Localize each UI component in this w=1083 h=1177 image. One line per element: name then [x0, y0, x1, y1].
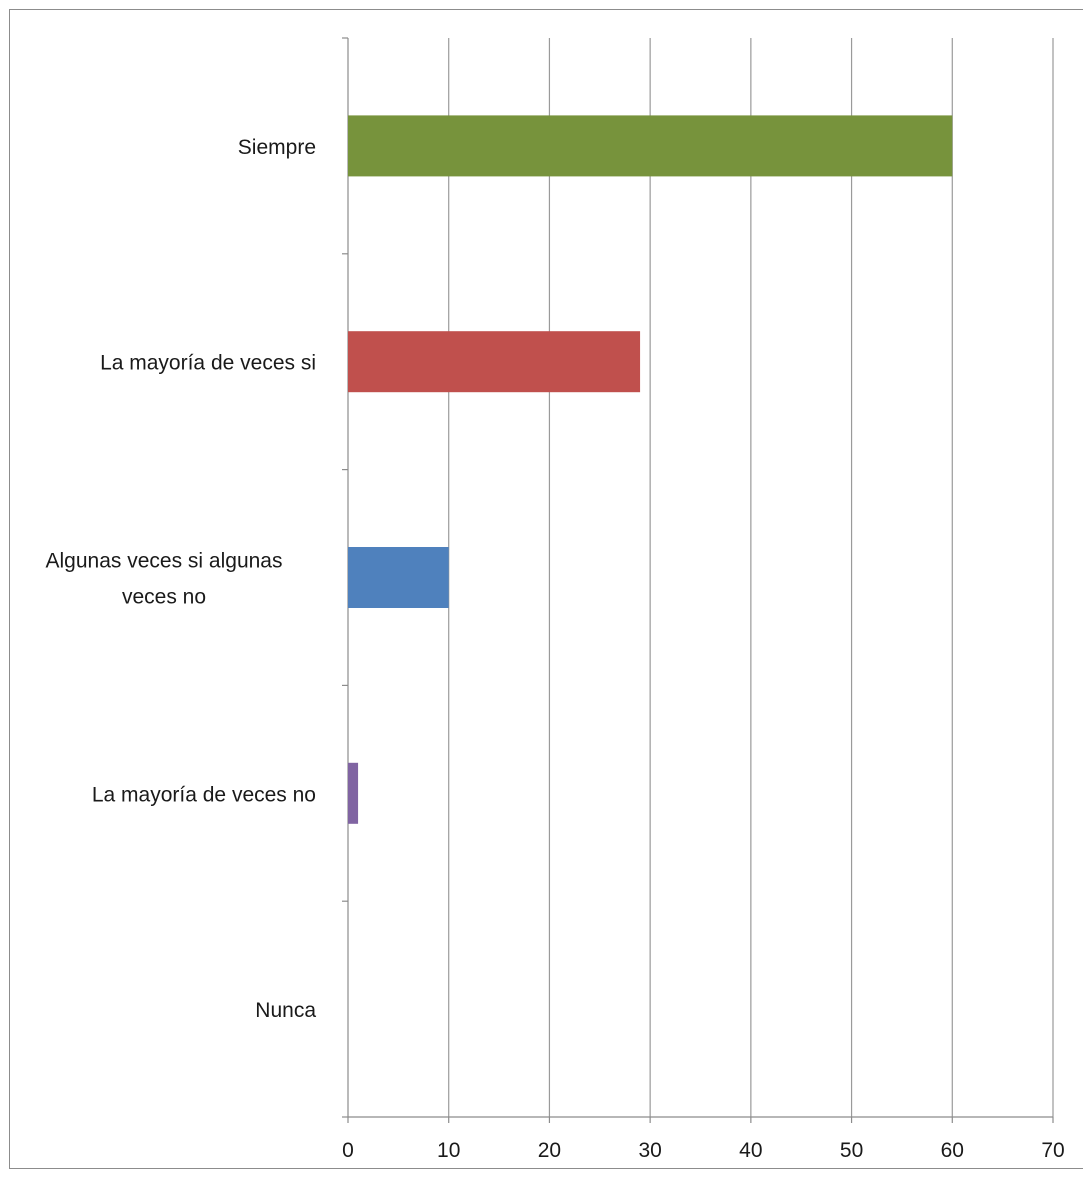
x-tick-label: 60	[941, 1139, 964, 1162]
bar-1	[348, 115, 953, 177]
x-tick-label: 40	[739, 1139, 762, 1162]
category-label-2: La mayoría de veces si	[100, 352, 316, 375]
bar-3	[348, 547, 449, 608]
x-tick-label: 0	[342, 1139, 354, 1162]
bars	[348, 115, 953, 824]
x-tick-label: 50	[840, 1139, 863, 1162]
x-tick-label: 70	[1041, 1139, 1064, 1162]
bar-2	[348, 331, 641, 393]
bar-4	[348, 762, 359, 824]
category-label-4: La mayoría de veces no	[92, 783, 316, 806]
gridlines	[448, 38, 1054, 1117]
category-label-3: Algunas veces si algunas veces no	[46, 550, 283, 609]
chart-frame	[9, 9, 1083, 1169]
x-tick-label: 20	[538, 1139, 561, 1162]
category-label-5: Nunca	[255, 999, 316, 1022]
x-tick-label: 10	[437, 1139, 460, 1162]
category-labels: Siempre La mayoría de veces si Algunas vec…	[46, 136, 317, 1022]
x-tick-labels: 0 10 20 30 40 50 60 70	[342, 1139, 1065, 1162]
x-tick-label: 30	[638, 1139, 661, 1162]
category-label-1: Siempre	[238, 136, 316, 159]
